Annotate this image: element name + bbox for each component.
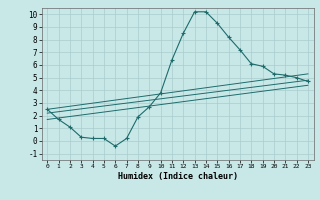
X-axis label: Humidex (Indice chaleur): Humidex (Indice chaleur) [118, 172, 237, 181]
